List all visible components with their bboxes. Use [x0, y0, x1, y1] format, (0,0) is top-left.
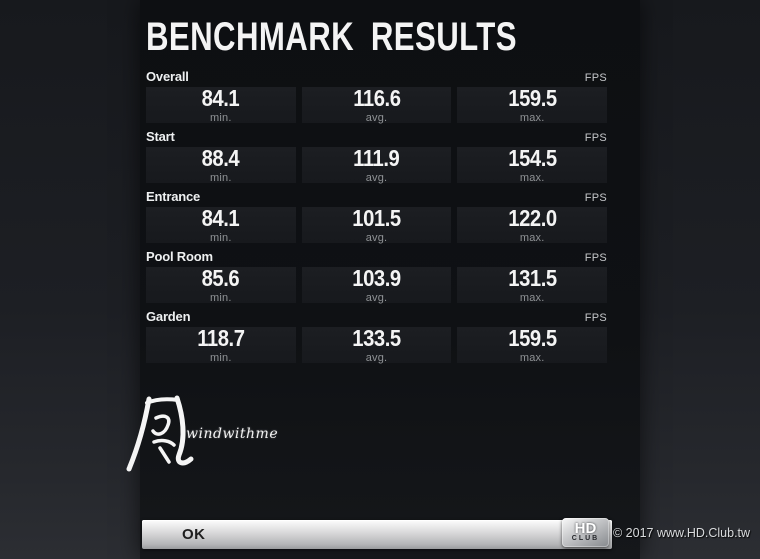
avg-cell: 101.5 avg.	[301, 205, 452, 244]
ok-button[interactable]: OK	[142, 520, 612, 549]
max-cell: 159.5 max.	[457, 325, 608, 364]
min-value: 88.4	[202, 145, 240, 171]
max-label: max.	[519, 292, 545, 304]
stats-row: 84.1 min. 116.6 avg. 159.5 max.	[146, 85, 608, 124]
min-label: min.	[210, 112, 232, 124]
section-entrance: Entrance FPS 84.1 min. 101.5 avg. 122.0 …	[146, 188, 608, 244]
min-cell: 84.1 min.	[146, 85, 296, 124]
max-label: max.	[519, 112, 545, 124]
stats-row: 118.7 min. 133.5 avg. 159.5 max.	[146, 325, 608, 364]
max-value: 159.5	[507, 85, 557, 111]
wind-calligraphy-icon	[126, 395, 194, 472]
max-label: max.	[519, 172, 545, 184]
stats-row: 84.1 min. 101.5 avg. 122.0 max.	[146, 205, 608, 244]
max-value: 131.5	[507, 265, 557, 291]
section-pool-room: Pool Room FPS 85.6 min. 103.9 avg. 131.5…	[146, 248, 608, 304]
avg-label: avg.	[365, 292, 388, 304]
min-value: 84.1	[202, 85, 240, 111]
section-start: Start FPS 88.4 min. 111.9 avg. 154.5 max…	[146, 128, 608, 184]
avg-value: 103.9	[352, 265, 401, 291]
benchmark-sections: Overall FPS 84.1 min. 116.6 avg. 159.5 m…	[146, 68, 608, 364]
min-label: min.	[210, 292, 232, 304]
max-value: 159.5	[507, 325, 557, 351]
min-cell: 84.1 min.	[146, 205, 296, 244]
max-value: 122.0	[507, 205, 557, 231]
min-value: 118.7	[197, 325, 245, 351]
stats-row: 88.4 min. 111.9 avg. 154.5 max.	[146, 145, 608, 184]
avg-cell: 111.9 avg.	[301, 145, 452, 184]
avg-cell: 116.6 avg.	[301, 85, 452, 124]
copyright-text: © 2017 www.HD.Club.tw	[613, 526, 751, 540]
avg-label: avg.	[365, 352, 388, 364]
avg-value: 133.5	[352, 325, 401, 351]
section-label: Overall	[146, 69, 189, 84]
section-label: Pool Room	[146, 249, 213, 264]
max-label: max.	[519, 352, 545, 364]
min-value: 84.1	[202, 205, 240, 231]
avg-label: avg.	[365, 232, 388, 244]
fps-unit-label: FPS	[584, 132, 607, 144]
logo-club-text: CLUB	[571, 534, 600, 542]
avg-cell: 133.5 avg.	[301, 325, 452, 364]
fps-unit-label: FPS	[584, 192, 607, 204]
section-label: Entrance	[146, 189, 201, 204]
fps-unit-label: FPS	[584, 252, 607, 264]
section-garden: Garden FPS 118.7 min. 133.5 avg. 159.5 m…	[146, 308, 608, 364]
page-title: BENCHMARK RESULTS	[146, 15, 517, 59]
avg-label: avg.	[365, 172, 388, 184]
max-cell: 122.0 max.	[457, 205, 608, 244]
min-label: min.	[210, 232, 232, 244]
stats-row: 85.6 min. 103.9 avg. 131.5 max.	[146, 265, 608, 304]
avg-value: 111.9	[353, 145, 400, 171]
min-cell: 88.4 min.	[146, 145, 296, 184]
max-value: 154.5	[507, 145, 557, 171]
max-cell: 159.5 max.	[457, 85, 608, 124]
max-cell: 131.5 max.	[457, 265, 608, 304]
avg-value: 101.5	[352, 205, 401, 231]
min-label: min.	[210, 172, 232, 184]
fps-unit-label: FPS	[584, 312, 607, 324]
section-overall: Overall FPS 84.1 min. 116.6 avg. 159.5 m…	[146, 68, 608, 124]
min-label: min.	[210, 352, 232, 364]
max-label: max.	[519, 232, 545, 244]
hd-club-logo-icon: HD CLUB	[562, 518, 609, 547]
section-label: Start	[146, 129, 175, 144]
avg-label: avg.	[365, 112, 388, 124]
benchmark-results-panel: BENCHMARK RESULTS Overall FPS 84.1 min. …	[140, 0, 640, 559]
watermark-text: windwithme	[186, 426, 279, 442]
max-cell: 154.5 max.	[457, 145, 608, 184]
min-cell: 85.6 min.	[146, 265, 296, 304]
fps-unit-label: FPS	[584, 72, 607, 84]
section-label: Garden	[146, 309, 191, 324]
min-value: 85.6	[202, 265, 240, 291]
avg-cell: 103.9 avg.	[301, 265, 452, 304]
watermark: windwithme	[120, 392, 278, 476]
avg-value: 116.6	[352, 85, 401, 111]
min-cell: 118.7 min.	[146, 325, 296, 364]
logo-hd-text: HD	[574, 519, 597, 537]
